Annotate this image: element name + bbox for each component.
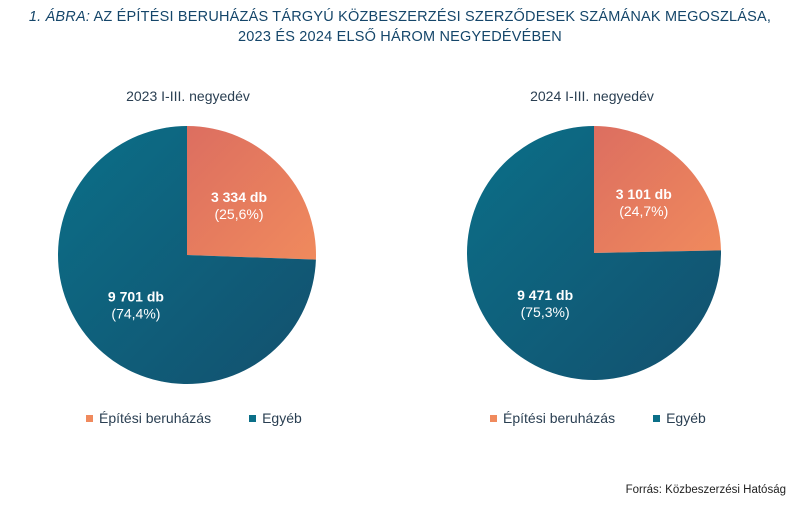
legend-item-epitesi: Építési beruházás	[490, 410, 615, 426]
legend-label-egyeb: Egyéb	[666, 410, 706, 426]
slice-label-percent-epitesi: (24,7%)	[619, 203, 668, 219]
figure-title-prefix: 1. ÁBRA:	[28, 9, 91, 25]
slice-label-count-epitesi: 3 101 db	[616, 186, 672, 202]
legend-label-epitesi: Építési beruházás	[99, 410, 212, 426]
slice-label-percent-egyeb: (75,3%)	[521, 304, 570, 320]
pie-chart-2024: 3 101 db(24,7%) 9 471 db(75,3%)	[467, 126, 721, 380]
chart-title-2024: 2024 I-III. negyedév	[530, 88, 654, 104]
slice-label-percent-epitesi: (25,6%)	[214, 206, 263, 222]
figure-title: 1. ÁBRA: AZ ÉPÍTÉSI BERUHÁZÁS TÁRGYÚ KÖZ…	[0, 7, 800, 47]
chart-title-2023: 2023 I-III. negyedév	[126, 88, 250, 104]
legend-item-epitesi: Építési beruházás	[86, 410, 211, 426]
legend-swatch-egyeb	[653, 414, 661, 422]
legend-2023: Építési beruházás Egyéb	[86, 410, 302, 426]
legend-label-egyeb: Egyéb	[262, 410, 302, 426]
slice-label-count-egyeb: 9 701 db	[108, 288, 164, 304]
legend-item-egyeb: Egyéb	[653, 410, 706, 426]
source-note: Forrás: Közbeszerzési Hatóság	[625, 484, 786, 496]
pie-slice-epitesi	[187, 126, 316, 260]
legend-item-egyeb: Egyéb	[249, 410, 302, 426]
pie-chart-2023: 3 334 db(25,6%) 9 701 db(74,4%)	[58, 126, 316, 384]
legend-label-epitesi: Építési beruházás	[503, 410, 616, 426]
legend-swatch-egyeb	[249, 414, 257, 422]
legend-2024: Építési beruházás Egyéb	[490, 410, 706, 426]
figure-title-line2: 2023 ÉS 2024 ELSŐ HÁROM NEGYEDÉVÉBEN	[238, 29, 562, 45]
pie-slice-epitesi	[594, 126, 721, 253]
slice-label-percent-egyeb: (74,4%)	[111, 305, 160, 321]
figure-title-text: AZ ÉPÍTÉSI BERUHÁZÁS TÁRGYÚ KÖZBESZERZÉS…	[93, 9, 772, 25]
legend-swatch-epitesi	[490, 414, 497, 422]
figure-title-line1: 1. ÁBRA: AZ ÉPÍTÉSI BERUHÁZÁS TÁRGYÚ KÖZ…	[0, 7, 800, 27]
slice-label-count-epitesi: 3 334 db	[211, 189, 267, 205]
pie-slice-egyeb	[58, 126, 316, 384]
legend-swatch-epitesi	[86, 414, 93, 422]
slice-label-count-egyeb: 9 471 db	[517, 287, 573, 303]
pie-slice-egyeb	[467, 126, 721, 380]
